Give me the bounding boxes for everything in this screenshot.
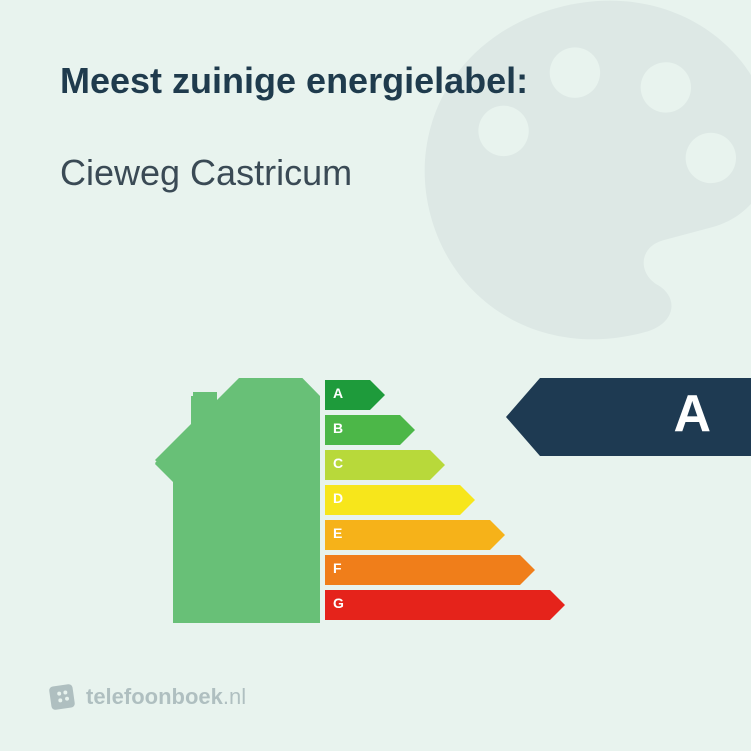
footer-brand-bold: telefoonboek (86, 684, 223, 709)
bar-label: C (333, 455, 343, 471)
house-icon-overlay (155, 378, 320, 623)
bar-label: E (333, 525, 342, 541)
bar-shape (325, 485, 475, 515)
bar-label: G (333, 595, 344, 611)
footer-brand: telefoonboek.nl (48, 683, 246, 711)
location-subtitle: Cieweg Castricum (60, 152, 691, 194)
bar-shape (325, 590, 565, 620)
bar-label: D (333, 490, 343, 506)
bar-label: F (333, 560, 342, 576)
page-title: Meest zuinige energielabel: (60, 60, 691, 102)
bar-label: B (333, 420, 343, 436)
bar-label: A (333, 385, 343, 401)
result-badge: A (506, 378, 751, 456)
footer-brand-light: .nl (223, 684, 246, 709)
result-label: A (673, 384, 711, 444)
bar-shape (325, 520, 505, 550)
bar-shape (325, 555, 535, 585)
brand-icon (48, 683, 76, 711)
